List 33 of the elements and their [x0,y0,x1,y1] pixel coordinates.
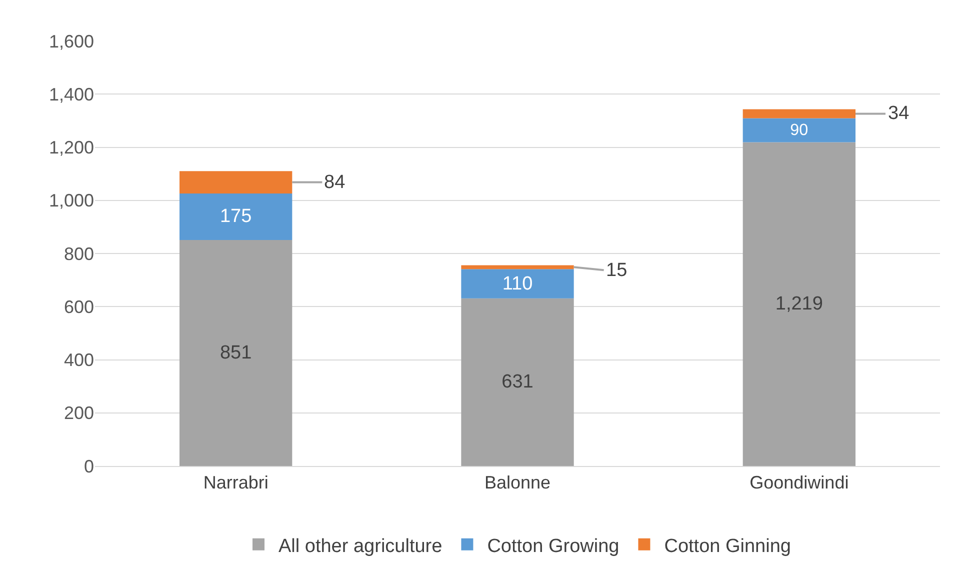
y-tick-label: 1,200 [48,138,94,158]
y-tick-label: 1,400 [48,84,94,104]
data-label: 15 [606,260,628,281]
legend-label: Cotton Ginning [664,536,791,557]
data-label: 84 [324,172,346,193]
legend-label: All other agriculture [278,536,442,557]
y-tick-label: 1,600 [48,31,94,52]
bar [180,193,292,240]
y-tick-label: 400 [64,350,94,370]
x-tick-label: Goondiwindi [750,472,849,493]
data-label: 175 [220,206,252,228]
y-tick-label: 600 [64,296,94,317]
bar [742,118,856,142]
bar [461,269,574,298]
y-tick-label: 1,000 [48,190,94,211]
data-label: 34 [888,103,910,124]
data-label: 90 [790,120,808,139]
y-tick-label: 0 [84,456,94,476]
data-label: 110 [502,273,533,294]
data-label: 1,219 [775,294,823,315]
legend-label: Cotton Growing [487,536,620,557]
bar [461,298,574,466]
bar [742,109,856,118]
bar [180,240,292,466]
data-label: 631 [502,372,534,393]
y-tick-label: 200 [64,403,94,424]
bar [180,171,292,194]
x-tick-label: Narrabri [203,472,268,493]
bar [742,142,856,466]
x-tick-label: Balonne [484,472,551,493]
y-tick-label: 800 [64,244,94,264]
bar [461,265,574,270]
data-label: 851 [220,342,252,364]
